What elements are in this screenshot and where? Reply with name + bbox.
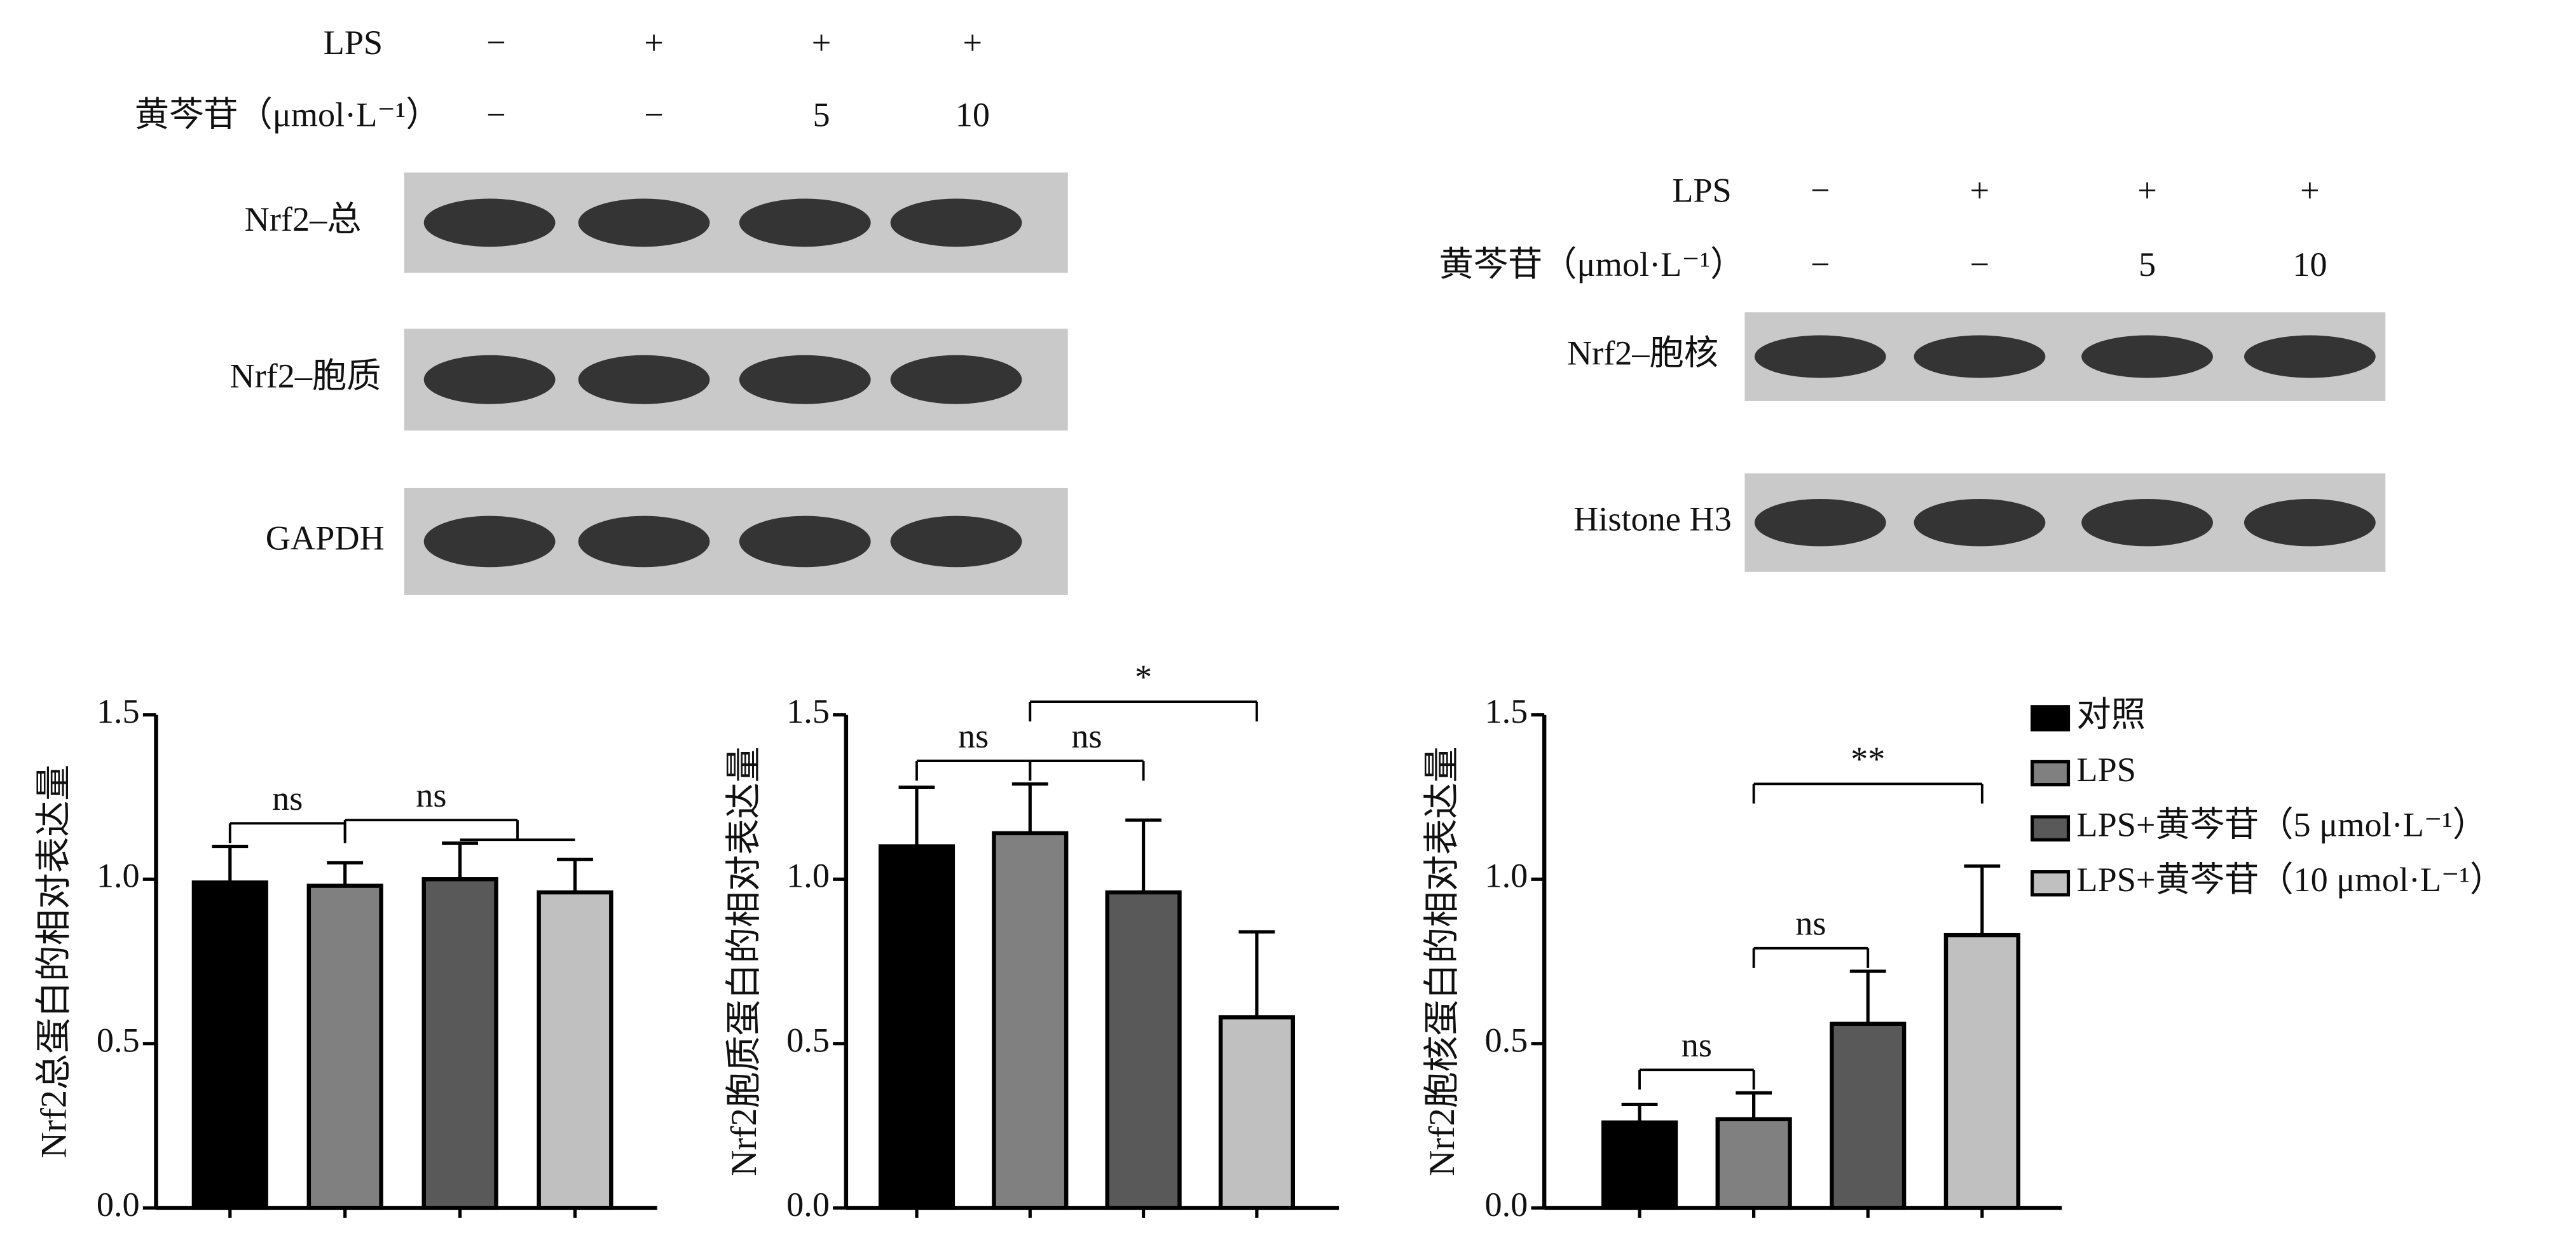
bar <box>992 831 1069 1210</box>
lane-label: + <box>2300 172 2320 210</box>
bar <box>1105 890 1182 1210</box>
lane-label: 5 <box>813 96 830 134</box>
significance-label: ns <box>1071 717 1102 755</box>
y-tick-label: 0.5 <box>1484 1021 1528 1059</box>
blot-band <box>890 355 1022 404</box>
blot-band <box>423 355 556 404</box>
y-tick-label: 1.5 <box>786 692 830 730</box>
legend-swatch <box>2031 760 2071 787</box>
lane-label: 5 <box>2139 245 2156 283</box>
lane-label: + <box>2137 172 2157 210</box>
blot-band <box>578 355 710 404</box>
blot-row-label: LPS <box>324 24 383 62</box>
blot-band <box>739 355 871 404</box>
blot-band <box>423 198 556 247</box>
legend-label: LPS+黄芩苷（10 μmol·L⁻¹） <box>2076 861 2504 899</box>
blot-band <box>2081 335 2213 378</box>
blot-band <box>1754 498 1886 547</box>
blot-band <box>890 198 1022 247</box>
y-axis-label: Nrf2胞质蛋白的相对表达量 <box>724 746 764 1176</box>
significance-label: ns <box>1795 904 1826 943</box>
y-tick-label: 0.5 <box>786 1021 830 1059</box>
y-tick-label: 0.0 <box>786 1185 830 1224</box>
band-label: Nrf2–总 <box>245 200 362 238</box>
bar <box>306 884 383 1210</box>
lane-label: − <box>644 96 664 134</box>
legend-swatch <box>2031 815 2071 842</box>
blot-band <box>739 198 871 247</box>
y-tick-label: 1.0 <box>97 857 140 895</box>
blot-band <box>2244 498 2376 547</box>
significance-label: ns <box>416 776 446 814</box>
y-tick-label: 1.5 <box>1484 692 1528 730</box>
band-label: GAPDH <box>266 519 385 557</box>
legend-swatch <box>2031 705 2071 732</box>
significance-label: ** <box>1851 740 1885 778</box>
y-tick-label: 1.5 <box>97 692 140 730</box>
y-tick-label: 1.0 <box>786 857 830 895</box>
bar <box>191 880 268 1210</box>
lane-label: + <box>812 24 832 62</box>
significance-label: ns <box>958 717 989 755</box>
blot-row-label: 黄芩苷（μmol·L⁻¹） <box>135 96 441 134</box>
blot-row-label: LPS <box>1672 172 1731 210</box>
bar <box>1830 1021 1907 1210</box>
blot-band <box>890 515 1022 568</box>
legend-label: LPS <box>2076 751 2135 789</box>
blot-band <box>1754 335 1886 378</box>
legend-label: 对照 <box>2076 695 2146 734</box>
blot-band <box>2081 498 2213 547</box>
significance-label: ns <box>1682 1026 1712 1064</box>
y-tick-label: 0.0 <box>1484 1185 1528 1224</box>
y-tick-label: 0.5 <box>97 1021 140 1059</box>
blot-band <box>739 515 871 568</box>
bar <box>878 844 956 1210</box>
lane-label: − <box>1970 245 1990 283</box>
y-axis-label: Nrf2胞核蛋白的相对表达量 <box>1422 746 1462 1176</box>
blot-band <box>578 515 710 568</box>
legend-swatch <box>2031 870 2071 897</box>
lane-label: + <box>1970 172 1990 210</box>
bar <box>1715 1117 1792 1210</box>
blot-band <box>578 198 710 247</box>
legend-label: LPS+黄芩苷（5 μmol·L⁻¹） <box>2076 806 2487 844</box>
bar <box>421 877 498 1210</box>
blot-band <box>1914 498 2046 547</box>
bar <box>1218 1015 1295 1210</box>
lane-label: + <box>963 24 983 62</box>
blot-row-label: 黄芩苷（μmol·L⁻¹） <box>1439 245 1745 283</box>
y-axis-label: Nrf2总蛋白的相对表达量 <box>34 765 74 1158</box>
blot-band <box>423 515 556 568</box>
bar <box>1601 1120 1678 1210</box>
band-label: Nrf2–胞质 <box>230 357 381 395</box>
blot-band <box>2244 335 2376 378</box>
band-label: Histone H3 <box>1573 500 1732 538</box>
lane-label: − <box>1811 172 1830 210</box>
significance-label: ns <box>272 779 303 817</box>
lane-label: − <box>486 24 506 62</box>
significance-label: * <box>1135 658 1152 696</box>
lane-label: − <box>1811 245 1830 283</box>
blot-band <box>1914 335 2046 378</box>
lane-label: 10 <box>2292 245 2327 283</box>
lane-label: + <box>644 24 664 62</box>
lane-label: − <box>486 96 506 134</box>
bar <box>1943 932 2020 1210</box>
y-tick-label: 1.0 <box>1484 857 1528 895</box>
bar <box>537 890 613 1210</box>
y-tick-label: 0.0 <box>97 1185 140 1224</box>
band-label: Nrf2–胞核 <box>1567 334 1718 372</box>
lane-label: 10 <box>956 96 990 134</box>
